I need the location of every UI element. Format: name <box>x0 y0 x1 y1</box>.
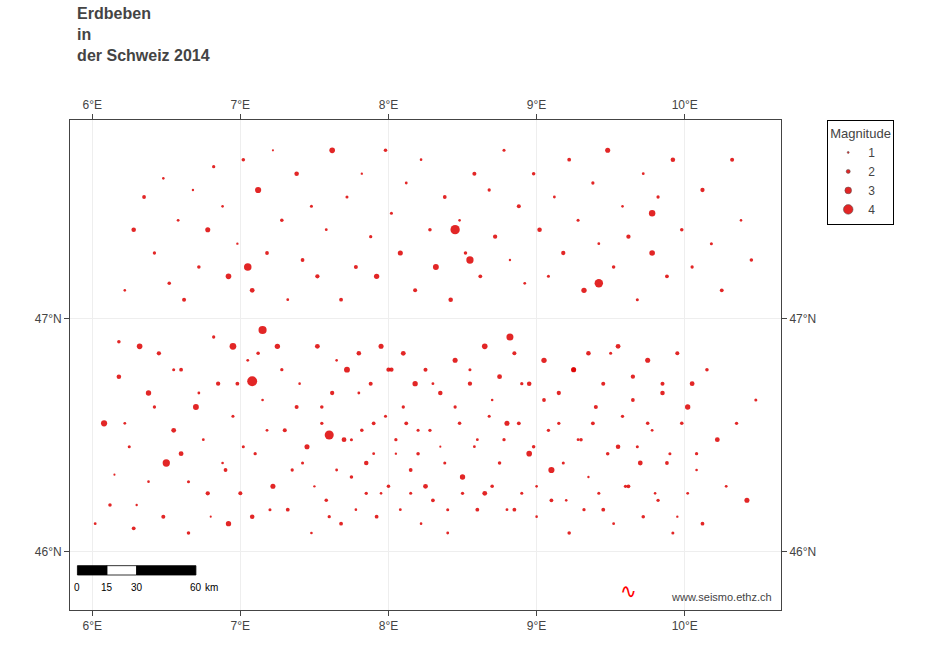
svg-text:4: 4 <box>868 203 875 217</box>
svg-text:46°N: 46°N <box>35 545 62 559</box>
svg-text:60: 60 <box>190 582 202 593</box>
svg-text:6°E: 6°E <box>82 98 101 112</box>
svg-text:9°E: 9°E <box>527 619 546 633</box>
svg-text:www.seismo.ethz.ch: www.seismo.ethz.ch <box>671 591 772 603</box>
svg-text:10°E: 10°E <box>672 619 698 633</box>
svg-text:Erdbebeninder Schweiz 2014: Erdbebeninder Schweiz 2014 <box>77 5 210 64</box>
svg-text:km: km <box>205 582 218 593</box>
svg-text:46°N: 46°N <box>789 545 816 559</box>
svg-text:3: 3 <box>868 184 875 198</box>
svg-text:∿: ∿ <box>620 579 637 603</box>
svg-text:0: 0 <box>74 582 80 593</box>
svg-text:8°E: 8°E <box>379 98 398 112</box>
svg-text:6°E: 6°E <box>82 619 101 633</box>
svg-text:9°E: 9°E <box>527 98 546 112</box>
svg-text:30: 30 <box>131 582 143 593</box>
svg-text:7°E: 7°E <box>231 98 250 112</box>
svg-text:47°N: 47°N <box>35 312 62 326</box>
svg-text:Magnitude: Magnitude <box>830 126 891 141</box>
svg-text:10°E: 10°E <box>672 98 698 112</box>
svg-text:8°E: 8°E <box>379 619 398 633</box>
svg-text:7°E: 7°E <box>231 619 250 633</box>
svg-text:15: 15 <box>101 582 113 593</box>
svg-text:47°N: 47°N <box>789 312 816 326</box>
svg-text:2: 2 <box>868 165 875 179</box>
svg-text:1: 1 <box>868 146 875 160</box>
